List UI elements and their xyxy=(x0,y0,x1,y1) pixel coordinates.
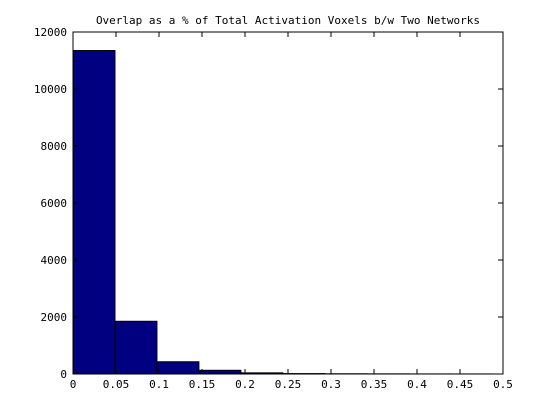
y-tick-label: 4000 xyxy=(41,254,68,267)
x-tick-label: 0.3 xyxy=(321,378,341,391)
histogram-bar-1 xyxy=(72,50,116,375)
x-tick-label: 0 xyxy=(70,378,77,391)
x-tick-label: 0.1 xyxy=(149,378,169,391)
y-axis: 0 2000 4000 6000 8000 10000 12000 xyxy=(34,26,503,381)
x-tick-label: 0.05 xyxy=(103,378,130,391)
y-tick-label: 6000 xyxy=(41,197,68,210)
y-tick-label: 10000 xyxy=(34,83,67,96)
x-tick-label: 0.4 xyxy=(407,378,427,391)
x-tick-label: 0.25 xyxy=(275,378,302,391)
histogram-bar-2 xyxy=(114,320,158,375)
y-tick-label: 2000 xyxy=(41,311,68,324)
histogram-bar-3 xyxy=(156,361,200,375)
bars-group xyxy=(72,50,494,375)
x-axis: 0 0.05 0.1 0.15 0.2 0.25 0.3 0.35 0.4 0.45 0.5 xyxy=(70,32,513,391)
y-tick-label: 0 xyxy=(60,368,67,381)
x-tick-label: 0.15 xyxy=(189,378,216,391)
histogram-bar-4 xyxy=(198,369,242,375)
x-tick-label: 0.5 xyxy=(493,378,513,391)
chart-title: Overlap as a % of Total Activation Voxel… xyxy=(96,14,480,27)
x-tick-label: 0.2 xyxy=(235,378,255,391)
x-tick-label: 0.35 xyxy=(361,378,388,391)
x-tick-label: 0.45 xyxy=(447,378,474,391)
y-tick-label: 8000 xyxy=(41,140,68,153)
y-tick-label: 12000 xyxy=(34,26,67,39)
